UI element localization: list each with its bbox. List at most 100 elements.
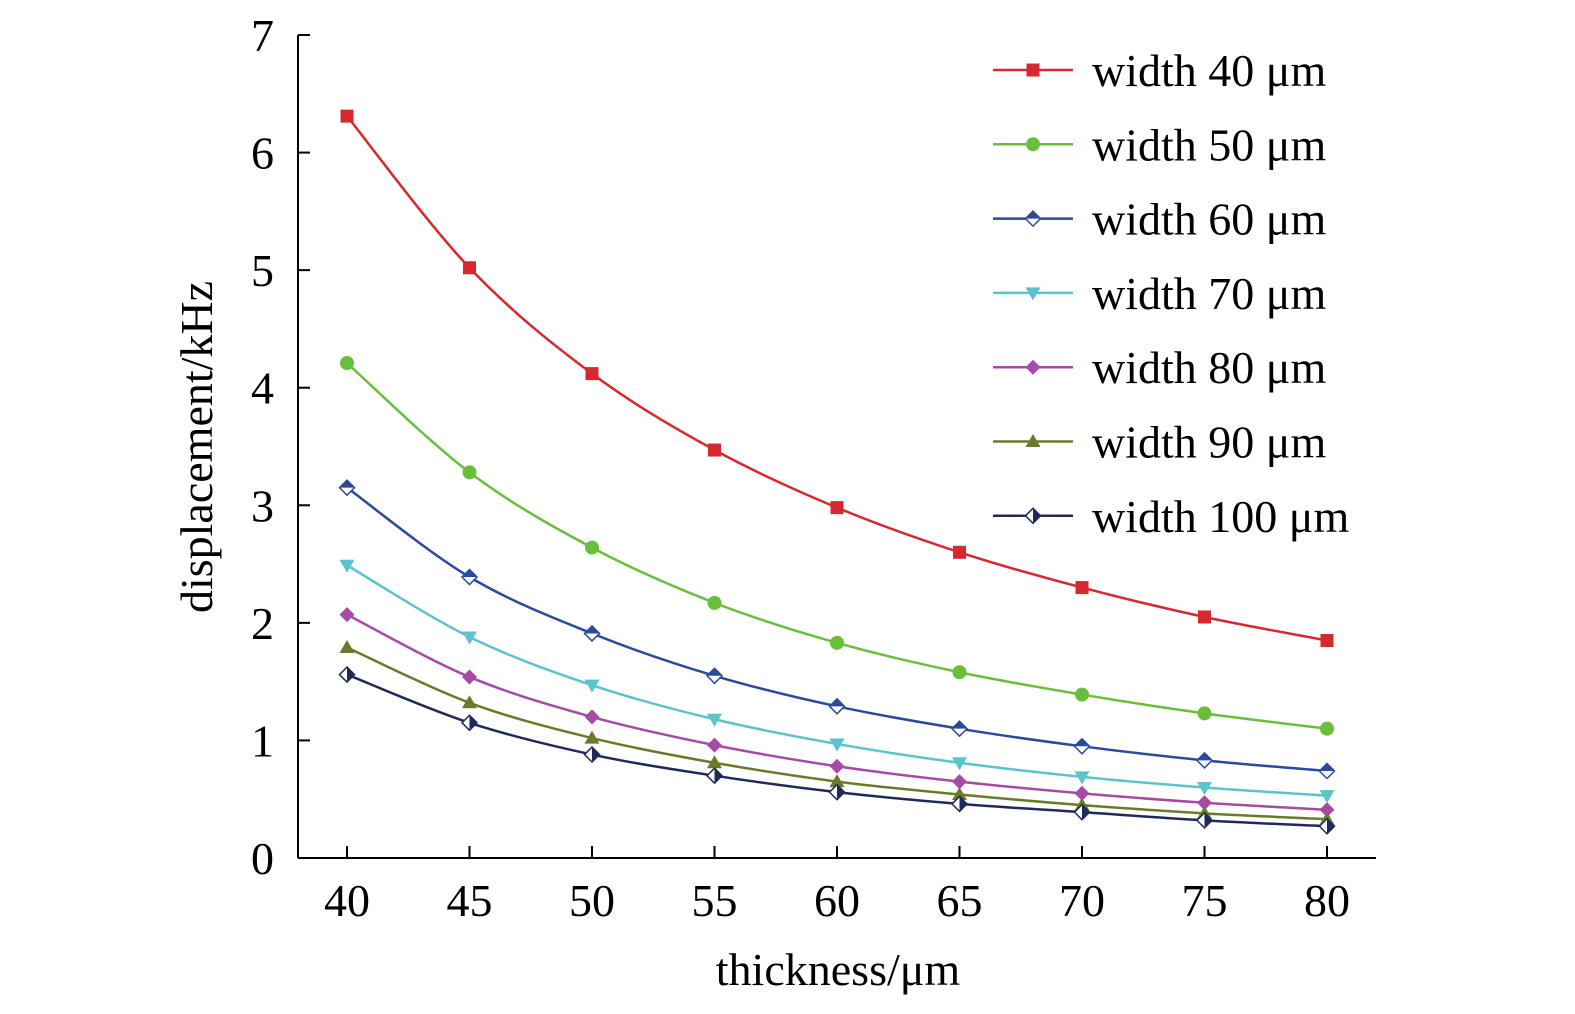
data-point: [1073, 737, 1091, 755]
data-point: [1195, 751, 1214, 769]
data-point: [339, 559, 355, 573]
data-point: [830, 635, 844, 650]
data-point: [462, 631, 477, 645]
series-7: [338, 666, 1336, 835]
legend-swatch-marker: [1026, 63, 1040, 77]
data-point: [1074, 785, 1090, 801]
legend-label: width 100 μm: [1092, 491, 1349, 542]
data-point: [705, 767, 724, 785]
data-point: [460, 714, 479, 732]
y-tick-label: 2: [251, 598, 274, 649]
data-point: [1074, 771, 1090, 785]
x-tick-label: 75: [1182, 875, 1228, 926]
data-point: [340, 356, 354, 371]
data-point: [952, 757, 967, 771]
x-tick-label: 65: [937, 875, 983, 926]
legend-label: width 80 μm: [1092, 342, 1326, 393]
data-point: [1318, 762, 1336, 780]
data-point: [829, 774, 845, 788]
y-tick-label: 5: [251, 245, 274, 296]
data-point: [1198, 610, 1211, 624]
data-point: [1197, 795, 1212, 811]
data-point: [1197, 706, 1212, 721]
data-point: [585, 540, 599, 555]
legend-label: width 60 μm: [1092, 194, 1326, 245]
legend-label: width 90 μm: [1092, 417, 1326, 468]
data-point: [707, 755, 722, 769]
legend-label: width 70 μm: [1092, 268, 1326, 319]
legend-swatch-marker: [1026, 137, 1040, 152]
legend: width 40 μm width 50 μm width 60 μm width 7…: [993, 45, 1349, 542]
series-2: [340, 356, 1334, 736]
data-point: [953, 545, 966, 559]
y-tick-label: 4: [251, 363, 274, 414]
series-line: [346, 115, 1328, 642]
series-1: [340, 109, 1334, 647]
data-point: [585, 367, 599, 381]
series-layer: [338, 109, 1336, 835]
data-point: [583, 624, 601, 642]
y-axis-title: displacement/kHz: [171, 281, 222, 613]
data-point: [584, 679, 600, 693]
x-tick-label: 60: [814, 875, 860, 926]
legend-label: width 50 μm: [1092, 119, 1326, 170]
data-point: [462, 669, 477, 685]
data-point: [1319, 790, 1335, 804]
data-point: [583, 745, 601, 764]
data-point: [462, 695, 477, 709]
legend-swatch-marker: [1025, 287, 1041, 301]
data-point: [1319, 802, 1335, 818]
legend-item: width 50 μm: [993, 119, 1326, 170]
data-point: [1195, 811, 1214, 829]
legend-swatch-marker: [1024, 210, 1042, 228]
data-point: [1075, 581, 1089, 595]
series-5: [339, 607, 1335, 818]
data-point: [707, 713, 722, 727]
data-point: [828, 697, 846, 715]
data-point: [952, 665, 967, 680]
y-tick-label: 3: [251, 480, 274, 531]
data-point: [338, 479, 356, 497]
legend-item: width 40 μm: [993, 45, 1326, 96]
legend-item: width 70 μm: [993, 268, 1326, 319]
data-point: [339, 607, 355, 623]
y-tick-label: 6: [251, 128, 274, 179]
data-point: [707, 595, 722, 610]
data-point: [950, 795, 969, 813]
data-point: [584, 730, 600, 744]
data-point: [338, 666, 356, 684]
data-point: [463, 261, 476, 275]
data-point: [829, 758, 845, 774]
data-point: [584, 709, 600, 725]
data-point: [1075, 687, 1089, 702]
y-tick-label: 0: [251, 833, 274, 884]
legend-item: width 60 μm: [993, 194, 1326, 245]
x-axis-title: thickness/μm: [716, 944, 961, 995]
x-tick-label: 70: [1059, 875, 1105, 926]
data-point: [460, 568, 479, 586]
legend-item: width 90 μm: [993, 417, 1326, 468]
data-point: [462, 465, 477, 480]
legend-swatch-marker: [1024, 507, 1042, 525]
y-tick-label: 7: [251, 10, 274, 61]
legend-swatch-marker: [1025, 359, 1041, 375]
data-point: [952, 787, 967, 801]
data-point: [1197, 781, 1212, 795]
x-tick-label: 45: [447, 875, 493, 926]
x-tick-label: 40: [324, 875, 370, 926]
data-point: [705, 667, 724, 685]
x-tick-label: 50: [569, 875, 615, 926]
data-point: [1318, 817, 1336, 835]
data-point: [829, 738, 845, 752]
x-tick-label: 80: [1304, 875, 1350, 926]
data-point: [1073, 803, 1091, 821]
data-point: [952, 774, 967, 790]
data-point: [828, 783, 846, 801]
data-point: [1320, 633, 1334, 647]
legend-item: width 80 μm: [993, 342, 1326, 393]
data-point: [950, 720, 969, 738]
legend-label: width 40 μm: [1092, 45, 1326, 96]
legend-item: width 100 μm: [993, 491, 1349, 542]
